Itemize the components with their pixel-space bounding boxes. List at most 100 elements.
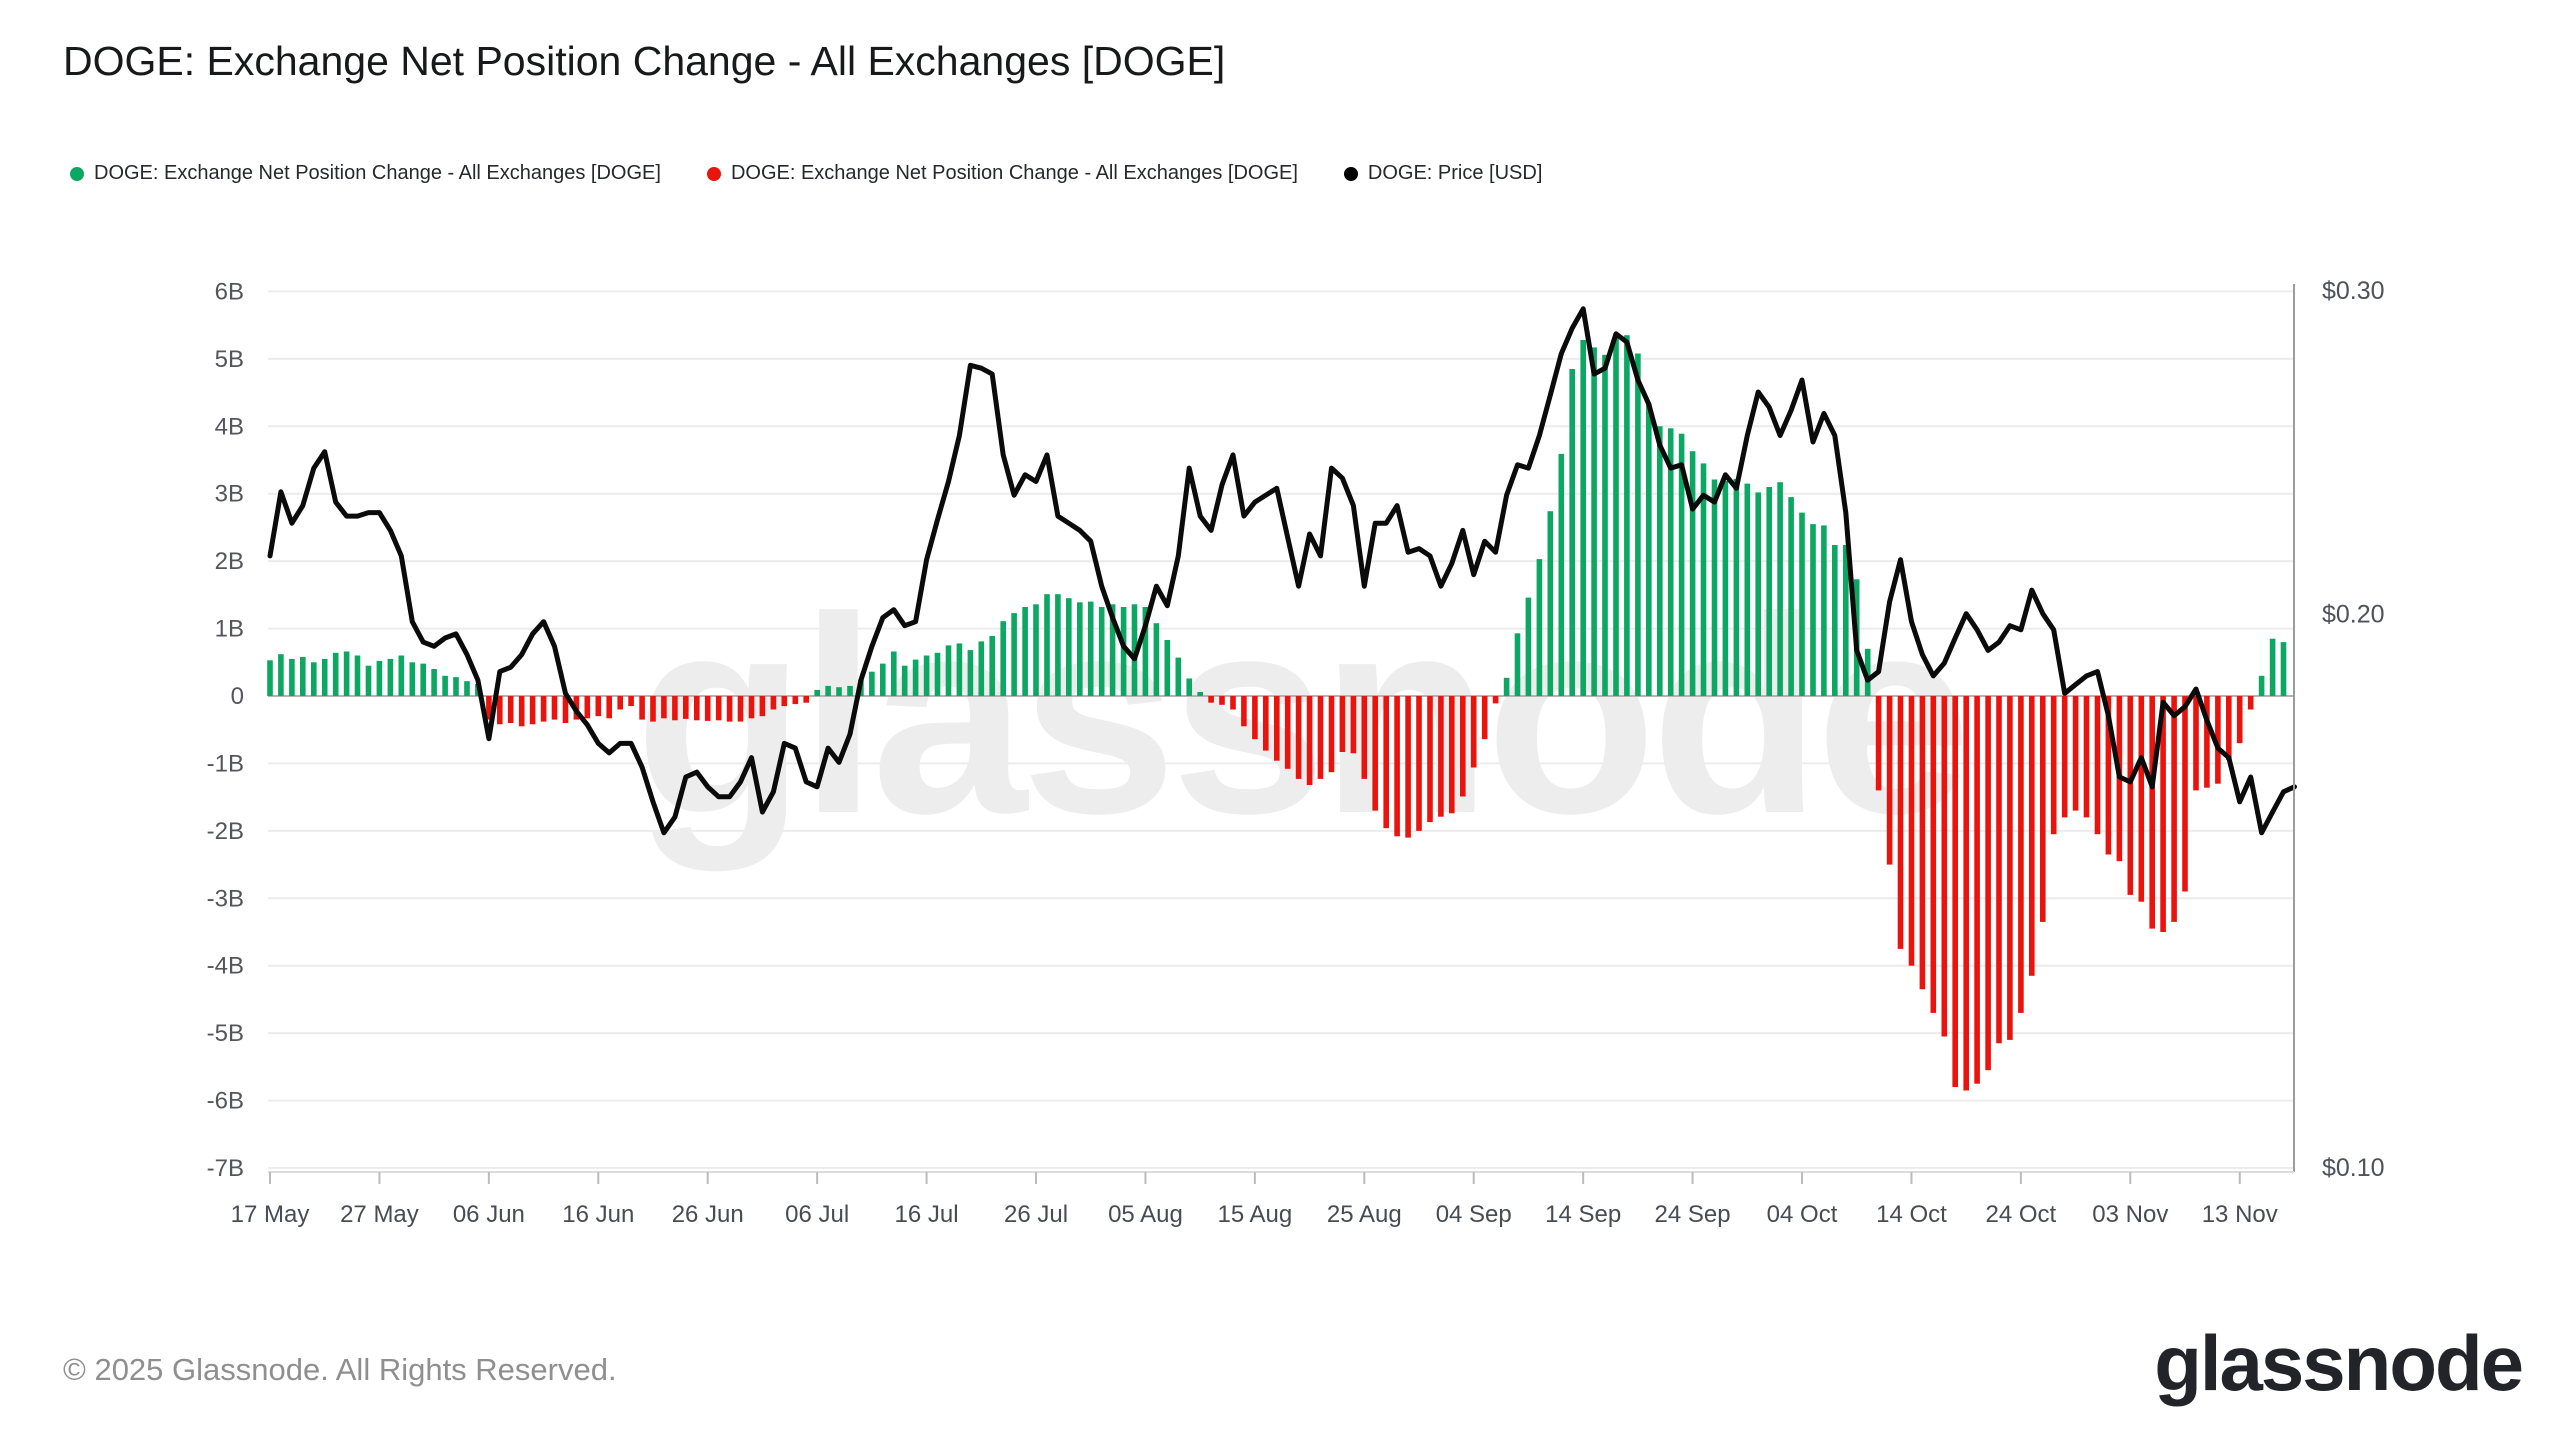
copyright-text: © 2025 Glassnode. All Rights Reserved. [63,1352,617,1387]
bar [1022,607,1028,696]
bar [267,660,273,696]
bar [2204,696,2210,788]
x-tick-label: 03 Nov [2092,1201,2168,1228]
page-title: DOGE: Exchange Net Position Change - All… [63,38,1226,84]
bar [606,696,612,719]
bar [1908,696,1915,966]
bar [934,652,941,696]
bar [1974,696,1980,1084]
bar [1449,696,1455,814]
bar [2171,696,2177,922]
bar [1219,696,1225,705]
glassnode-logo[interactable]: glassnode [2154,1319,2524,1407]
bar [595,696,602,717]
bar [1886,696,1893,865]
bar [2138,696,2145,902]
legend-item-netflow-positive[interactable]: DOGE: Exchange Net Position Change - All… [70,162,661,185]
bar [1952,696,1958,1088]
bar [343,651,350,696]
y-left-tick-label: 2B [215,548,244,575]
bar [1558,453,1565,696]
bar [1930,696,1937,1013]
bar [1503,677,1510,696]
bar [748,696,755,719]
bar [2072,696,2079,811]
x-tick-label: 05 Aug [1108,1201,1183,1228]
bar [617,696,623,710]
bar [1175,657,1182,696]
legend-item-label: DOGE: Exchange Net Position Change - All… [730,162,1298,184]
bar [387,658,394,696]
legend-dot-icon [1343,166,1358,181]
bar [453,677,459,696]
bar [311,662,317,696]
bar [431,669,437,696]
y-left-tick-label: -7B [207,1155,244,1182]
bar [2149,696,2155,929]
legend-item-price[interactable]: DOGE: Price [USD] [1343,162,1542,185]
bar [2018,696,2024,1013]
bar [1711,479,1718,696]
bar [1241,696,1247,727]
x-tick-label: 25 Aug [1327,1201,1402,1228]
bar [2215,696,2221,784]
bar [1394,696,1400,837]
bar [2050,696,2057,835]
bar [628,696,634,707]
bar [715,696,722,721]
bar [1613,337,1619,696]
x-tick-label: 04 Sep [1436,1201,1512,1228]
bar [1274,696,1280,761]
bar [2280,642,2287,696]
x-tick-label: 04 Oct [1767,1201,1838,1228]
x-tick-label: 27 May [340,1201,419,1228]
bar [1033,604,1039,696]
bar [1284,696,1291,769]
bar [672,696,678,721]
legend-item-netflow-negative[interactable]: DOGE: Exchange Net Position Change - All… [706,162,1298,185]
bar [2258,675,2265,696]
bar [2105,696,2112,855]
bar [1766,487,1772,696]
bar [507,696,514,723]
bar [1055,594,1061,696]
bar [2040,696,2046,922]
bar [1799,512,1805,696]
x-tick-label: 14 Oct [1876,1201,1947,1228]
bar [1514,633,1521,696]
bar [365,665,372,696]
bar [1120,607,1127,696]
y-left-tick-label: -1B [207,750,244,777]
bar [1197,692,1203,696]
bar [442,675,448,696]
bar [584,696,591,719]
netflow-bars-series [267,335,2287,1091]
bar [1700,463,1707,696]
y-right-tick-label: $0.30 [2322,277,2385,305]
price-line [267,306,2297,836]
bar [661,696,667,719]
bar [1186,678,1192,696]
bar [1733,478,1740,696]
bar [354,655,361,696]
bar [704,696,711,721]
bar [300,656,306,696]
bar [1722,480,1729,696]
bar [1416,696,1422,831]
bar [1919,696,1926,990]
bar [332,652,339,696]
bar [1131,604,1138,696]
bar [1667,428,1674,696]
bar [683,696,689,719]
bar [694,696,700,721]
bar [540,696,547,722]
bar [814,689,820,696]
bar [825,685,831,696]
bar [792,696,799,705]
bar [1252,696,1258,740]
bar [2083,696,2090,818]
bar [978,641,985,696]
bar [1295,696,1302,779]
